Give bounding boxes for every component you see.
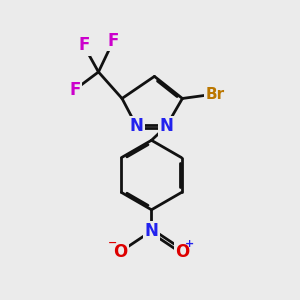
Text: +: +: [185, 239, 194, 249]
Text: O: O: [175, 243, 190, 261]
Text: −: −: [108, 238, 117, 248]
Text: N: N: [145, 222, 158, 240]
Text: F: F: [107, 32, 119, 50]
Text: Br: Br: [205, 87, 224, 102]
Text: O: O: [113, 243, 128, 261]
Text: N: N: [159, 117, 173, 135]
Text: N: N: [130, 117, 144, 135]
Text: F: F: [69, 81, 81, 99]
Text: F: F: [78, 37, 89, 55]
